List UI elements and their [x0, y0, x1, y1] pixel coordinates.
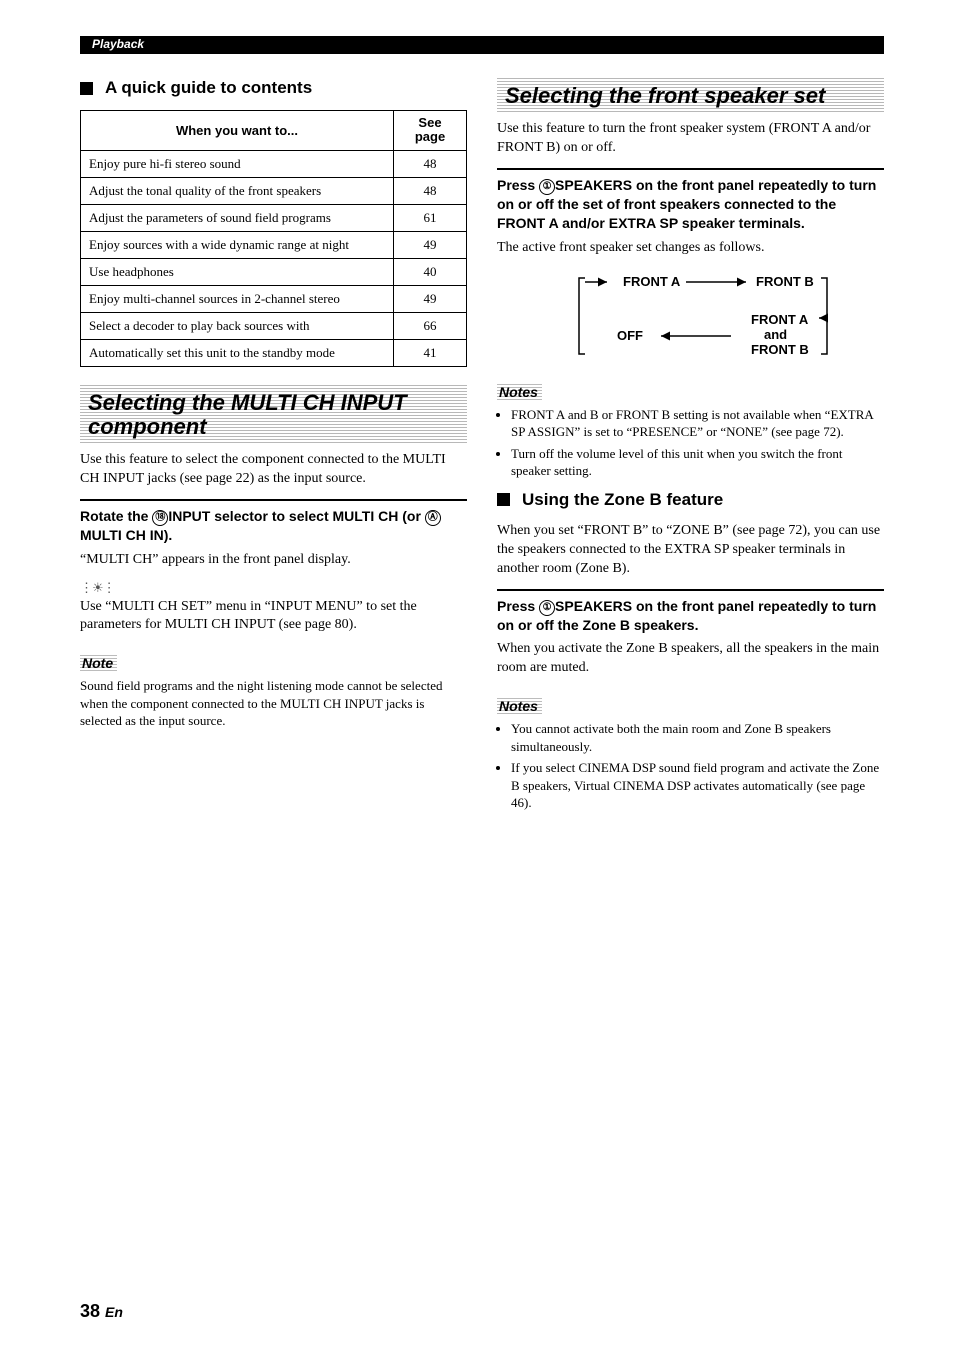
table-cell-page: 48: [394, 150, 467, 177]
page-number-lang: En: [105, 1304, 123, 1320]
list-item: If you select CINEMA DSP sound field pro…: [511, 759, 884, 812]
divider: [497, 168, 884, 170]
ref-18-icon: ⑱: [152, 510, 168, 526]
page-number-value: 38: [80, 1301, 100, 1321]
table-cell-desc: Adjust the tonal quality of the front sp…: [81, 177, 394, 204]
multi-ch-tip: Use “MULTI CH SET” menu in “INPUT MENU” …: [80, 598, 467, 636]
diagram-ab1: FRONT A: [751, 312, 809, 327]
multi-ch-after: “MULTI CH” appears in the front panel di…: [80, 551, 467, 570]
table-cell-page: 66: [394, 312, 467, 339]
quick-guide-table: When you want to... See page Enjoy pure …: [80, 110, 467, 367]
table-row: Adjust the tonal quality of the front sp…: [81, 177, 467, 204]
ref-1-icon: ①: [539, 600, 555, 616]
zone-b-notes: You cannot activate both the main room a…: [497, 720, 884, 812]
divider: [497, 589, 884, 591]
tip-icon: ⋮☀⋮: [80, 580, 467, 596]
table-row: Enjoy sources with a wide dynamic range …: [81, 231, 467, 258]
quick-guide-title: A quick guide to contents: [80, 78, 467, 98]
table-row: Adjust the parameters of sound field pro…: [81, 204, 467, 231]
table-cell-desc: Enjoy multi-channel sources in 2-channel…: [81, 285, 394, 312]
divider: [80, 499, 467, 501]
zone-b-intro: When you set “FRONT B” to “ZONE B” (see …: [497, 522, 884, 579]
list-item: Turn off the volume level of this unit w…: [511, 445, 884, 480]
zone-b-title: Using the Zone B feature: [497, 490, 884, 510]
table-cell-page: 40: [394, 258, 467, 285]
notes-label: Notes: [497, 698, 542, 714]
table-cell-page: 48: [394, 177, 467, 204]
section-header-label: Playback: [90, 37, 146, 51]
table-header-desc: When you want to...: [81, 111, 394, 151]
multi-ch-heading: Selecting the MULTI CH INPUT component: [80, 385, 467, 443]
table-cell-desc: Adjust the parameters of sound field pro…: [81, 204, 394, 231]
zone-b-after: When you activate the Zone B speakers, a…: [497, 640, 884, 678]
diagram-ab2: and: [764, 327, 787, 342]
note-label: Note: [80, 655, 117, 671]
front-sp-after: The active front speaker set changes as …: [497, 239, 884, 258]
table-row: Automatically set this unit to the stand…: [81, 339, 467, 366]
right-column: Selecting the front speaker set Use this…: [497, 78, 884, 820]
table-row: Enjoy multi-channel sources in 2-channel…: [81, 285, 467, 312]
quick-guide-title-text: A quick guide to contents: [105, 78, 312, 98]
multi-ch-note: Sound field programs and the night liste…: [80, 677, 467, 730]
ref-a-icon: Ⓐ: [425, 510, 441, 526]
left-column: A quick guide to contents When you want …: [80, 78, 467, 820]
table-cell-desc: Automatically set this unit to the stand…: [81, 339, 394, 366]
page-number: 38 En: [80, 1301, 123, 1322]
table-cell-page: 61: [394, 204, 467, 231]
section-header-bar: Playback: [80, 36, 884, 54]
notes-label: Notes: [497, 384, 542, 400]
table-cell-desc: Select a decoder to play back sources wi…: [81, 312, 394, 339]
table-cell-page: 41: [394, 339, 467, 366]
table-cell-desc: Use headphones: [81, 258, 394, 285]
front-sp-instruction: Press ①SPEAKERS on the front panel repea…: [497, 176, 884, 233]
table-row: Use headphones40: [81, 258, 467, 285]
diagram-front-a: FRONT A: [623, 274, 681, 289]
zone-b-instruction: Press ①SPEAKERS on the front panel repea…: [497, 597, 884, 635]
front-sp-intro: Use this feature to turn the front speak…: [497, 120, 884, 158]
diagram-ab3: FRONT B: [751, 342, 809, 357]
list-item: You cannot activate both the main room a…: [511, 720, 884, 755]
table-cell-page: 49: [394, 285, 467, 312]
speaker-cycle-diagram: FRONT A FRONT B OFF FRONT A and FRONT B: [551, 268, 831, 368]
diagram-front-b: FRONT B: [756, 274, 814, 289]
multi-ch-intro: Use this feature to select the component…: [80, 451, 467, 489]
square-bullet-icon: [497, 493, 510, 506]
zone-b-title-text: Using the Zone B feature: [522, 490, 723, 510]
diagram-off: OFF: [617, 328, 643, 343]
front-sp-heading: Selecting the front speaker set: [497, 78, 884, 112]
multi-ch-instruction: Rotate the ⑱INPUT selector to select MUL…: [80, 507, 467, 545]
square-bullet-icon: [80, 82, 93, 95]
list-item: FRONT A and B or FRONT B setting is not …: [511, 406, 884, 441]
front-sp-notes: FRONT A and B or FRONT B setting is not …: [497, 406, 884, 480]
table-row: Enjoy pure hi-fi stereo sound48: [81, 150, 467, 177]
table-header-page: See page: [394, 111, 467, 151]
table-cell-page: 49: [394, 231, 467, 258]
ref-1-icon: ①: [539, 179, 555, 195]
table-row: Select a decoder to play back sources wi…: [81, 312, 467, 339]
table-cell-desc: Enjoy sources with a wide dynamic range …: [81, 231, 394, 258]
table-cell-desc: Enjoy pure hi-fi stereo sound: [81, 150, 394, 177]
